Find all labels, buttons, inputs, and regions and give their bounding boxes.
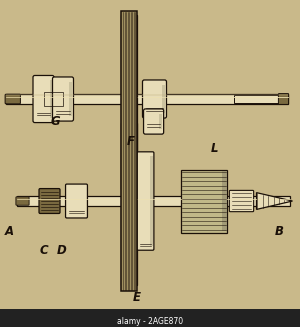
Text: B: B	[274, 225, 284, 237]
FancyBboxPatch shape	[142, 80, 167, 118]
Bar	[121, 10, 137, 291]
Text: L: L	[211, 142, 218, 155]
Text: A: A	[4, 225, 14, 237]
FancyBboxPatch shape	[16, 197, 29, 205]
Bar	[6, 94, 288, 104]
Bar	[16, 196, 290, 206]
Bar	[160, 114, 162, 129]
Text: G: G	[51, 115, 60, 128]
FancyBboxPatch shape	[65, 184, 88, 218]
Text: F: F	[127, 134, 134, 147]
FancyBboxPatch shape	[39, 189, 60, 214]
Bar	[69, 82, 72, 116]
FancyBboxPatch shape	[278, 94, 289, 104]
Text: C: C	[39, 244, 48, 257]
FancyBboxPatch shape	[143, 109, 164, 134]
Bar	[121, 123, 137, 285]
Polygon shape	[256, 193, 292, 209]
Bar	[234, 95, 288, 103]
Bar	[162, 85, 165, 113]
Bar	[181, 169, 227, 232]
Bar	[44, 93, 63, 106]
FancyBboxPatch shape	[33, 76, 54, 123]
FancyBboxPatch shape	[5, 94, 20, 104]
Text: E: E	[133, 290, 140, 303]
Bar	[222, 171, 227, 231]
Bar	[50, 80, 52, 118]
FancyBboxPatch shape	[52, 77, 74, 121]
Bar	[121, 15, 137, 189]
FancyBboxPatch shape	[137, 152, 154, 250]
Bar	[150, 156, 153, 246]
Text: alamy - 2AGE870: alamy - 2AGE870	[117, 317, 183, 325]
FancyBboxPatch shape	[230, 190, 254, 212]
Text: D: D	[57, 244, 66, 257]
Bar	[0, 309, 300, 327]
